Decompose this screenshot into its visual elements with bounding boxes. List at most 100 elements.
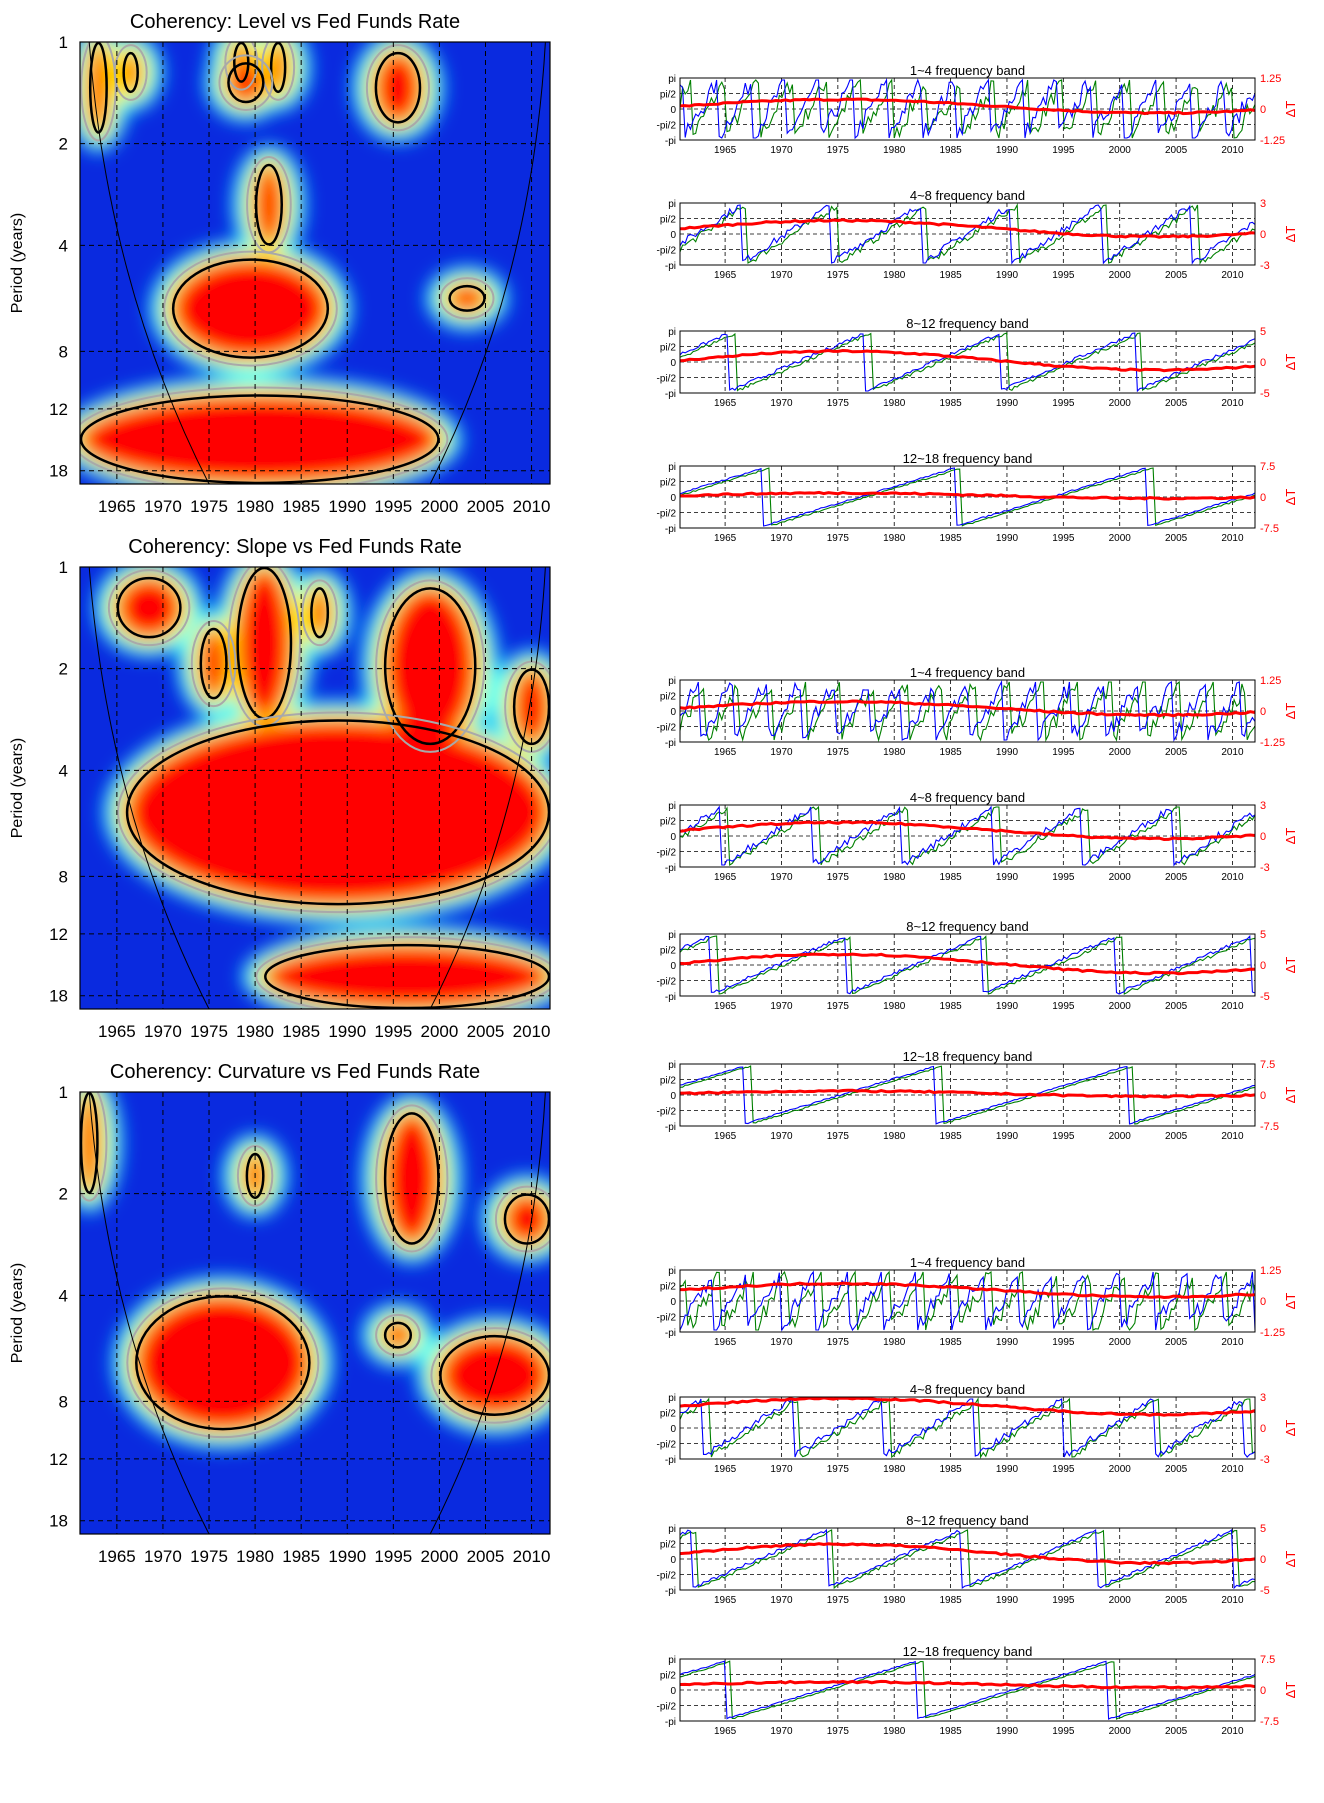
x-tick-label: 1980 (883, 747, 906, 758)
phase-series-green (680, 935, 1255, 995)
x-tick-label: 1990 (328, 1547, 366, 1566)
delay-axis-label: ΔT (1283, 1420, 1298, 1437)
contour-grey (439, 277, 495, 320)
y-tick-label: 18 (49, 987, 68, 1006)
delay-tick-label: 0 (1260, 1423, 1266, 1435)
x-tick-label: 1975 (827, 1337, 850, 1348)
band-frame (679, 465, 1256, 529)
phase-series-blue (680, 332, 1255, 393)
y-tick-label: 4 (59, 236, 68, 255)
contour-grey (261, 42, 296, 101)
delay-axis-label: ΔT (1283, 1087, 1298, 1104)
delay-tick-label: 0 (1260, 229, 1266, 241)
coherency-hot (172, 258, 329, 359)
x-tick-label: 1985 (939, 747, 962, 758)
phase-tick-label: -pi (665, 1122, 676, 1133)
x-tick-label: 1980 (883, 145, 906, 156)
contour-grey (365, 44, 430, 132)
coherency-hot (384, 587, 477, 745)
x-tick-label: 1980 (883, 1001, 906, 1012)
phase-tick-label: 0 (670, 1091, 676, 1102)
y-tick-label: 4 (59, 761, 68, 780)
band-lines (680, 203, 1255, 265)
time-delay-series (680, 1397, 1255, 1417)
delay-axis-label: ΔT (1283, 957, 1298, 974)
phase-tick-label: pi/2 (660, 478, 677, 489)
x-tick-label: 2000 (1109, 872, 1132, 883)
phase-band-plot: 8~12 frequency band pi pi/2 0 -pi/2 -pi 5 0 -5 ΔT… (657, 316, 1298, 409)
x-tick-label: 1995 (1052, 1131, 1075, 1142)
band-frame (679, 679, 1256, 743)
coherency-plot-1: Coherency: Level vs Fed Funds Rate Period… (9, 11, 551, 516)
phase-series-green (680, 805, 1255, 866)
heatmap-blobs (80, 1092, 550, 1449)
coherency-hot (199, 627, 228, 700)
band-title: 8~12 frequency band (906, 919, 1029, 934)
phase-tick-label: -pi (665, 863, 676, 874)
band-title: 8~12 frequency band (906, 316, 1029, 331)
time-delay-series (680, 348, 1255, 373)
band-title: 1~4 frequency band (910, 63, 1025, 78)
delay-axis-label: ΔT (1283, 1682, 1298, 1699)
coherency-hot (384, 1321, 412, 1349)
x-tick-label: 1965 (714, 1464, 737, 1475)
y-axis-label: Period (years) (9, 738, 26, 838)
x-tick-label: 1990 (996, 1001, 1019, 1012)
contour-significance (448, 284, 486, 312)
phase-tick-label: pi (668, 676, 676, 687)
x-tick-label: 1995 (374, 1547, 412, 1566)
x-tick-label: 1980 (883, 1131, 906, 1142)
x-tick-label: 1975 (827, 533, 850, 544)
phase-band-plot: 4~8 frequency band pi pi/2 0 -pi/2 -pi 3 0 -3 ΔT 1… (657, 790, 1298, 883)
x-tick-label: 1985 (939, 1595, 962, 1606)
phase-series-green (680, 1065, 1255, 1125)
x-tick-label: 1990 (996, 747, 1019, 758)
plot-frame (79, 41, 551, 485)
x-tick-label: 1990 (996, 533, 1019, 544)
delay-tick-label: 7.5 (1260, 1059, 1275, 1071)
phase-series-blue (680, 1660, 1255, 1720)
x-tick-label: 1970 (770, 1337, 793, 1348)
x-tick-label: 1975 (190, 1022, 228, 1041)
contour-grey (301, 579, 338, 647)
x-tick-label: 2010 (1221, 1464, 1244, 1475)
x-tick-label: 1975 (827, 145, 850, 156)
x-tick-label: 1980 (883, 872, 906, 883)
x-tick-label: 1995 (1052, 1726, 1075, 1737)
heatmap-field (80, 567, 550, 1009)
coherency-hot (89, 42, 108, 134)
x-tick-label: 1980 (883, 533, 906, 544)
x-tick-label: 1985 (939, 533, 962, 544)
phase-tick-label: 0 (670, 961, 676, 972)
x-tick-label: 1980 (883, 1595, 906, 1606)
x-tick-label: 1995 (1052, 872, 1075, 883)
band-title: 8~12 frequency band (906, 1513, 1029, 1528)
x-tick-label: 1995 (1052, 1595, 1075, 1606)
phase-tick-label: -pi (665, 136, 676, 147)
x-tick-label: 2010 (513, 1022, 551, 1041)
x-tick-label: 2000 (1109, 1131, 1132, 1142)
delay-tick-label: -5 (1260, 991, 1270, 1003)
time-delay-series (680, 1542, 1255, 1566)
contour-grey (80, 1092, 108, 1202)
x-tick-label: 2010 (1221, 1595, 1244, 1606)
phase-tick-label: 0 (670, 1555, 676, 1566)
x-tick-label: 1995 (1052, 1464, 1075, 1475)
phase-tick-label: 0 (670, 1686, 676, 1697)
coherency-hot (255, 163, 283, 246)
contour-significance (80, 394, 440, 484)
band-title: 12~18 frequency band (903, 451, 1033, 466)
x-tick-label: 2000 (1109, 533, 1132, 544)
x-tick-label: 2005 (1165, 270, 1188, 281)
x-tick-label: 2000 (1109, 270, 1132, 281)
x-tick-label: 1965 (714, 533, 737, 544)
phase-tick-label: -pi/2 (657, 121, 677, 132)
x-tick-label: 1985 (939, 398, 962, 409)
x-tick-label: 1980 (883, 1337, 906, 1348)
x-tick-label: 1970 (770, 1726, 793, 1737)
contour-significance (374, 51, 422, 124)
contour-significance (199, 627, 228, 700)
contour-grey (236, 1144, 274, 1207)
phase-band-plot: 8~12 frequency band pi pi/2 0 -pi/2 -pi 5 0 -5 ΔT… (657, 1513, 1298, 1606)
x-tick-label: 1990 (328, 497, 366, 516)
